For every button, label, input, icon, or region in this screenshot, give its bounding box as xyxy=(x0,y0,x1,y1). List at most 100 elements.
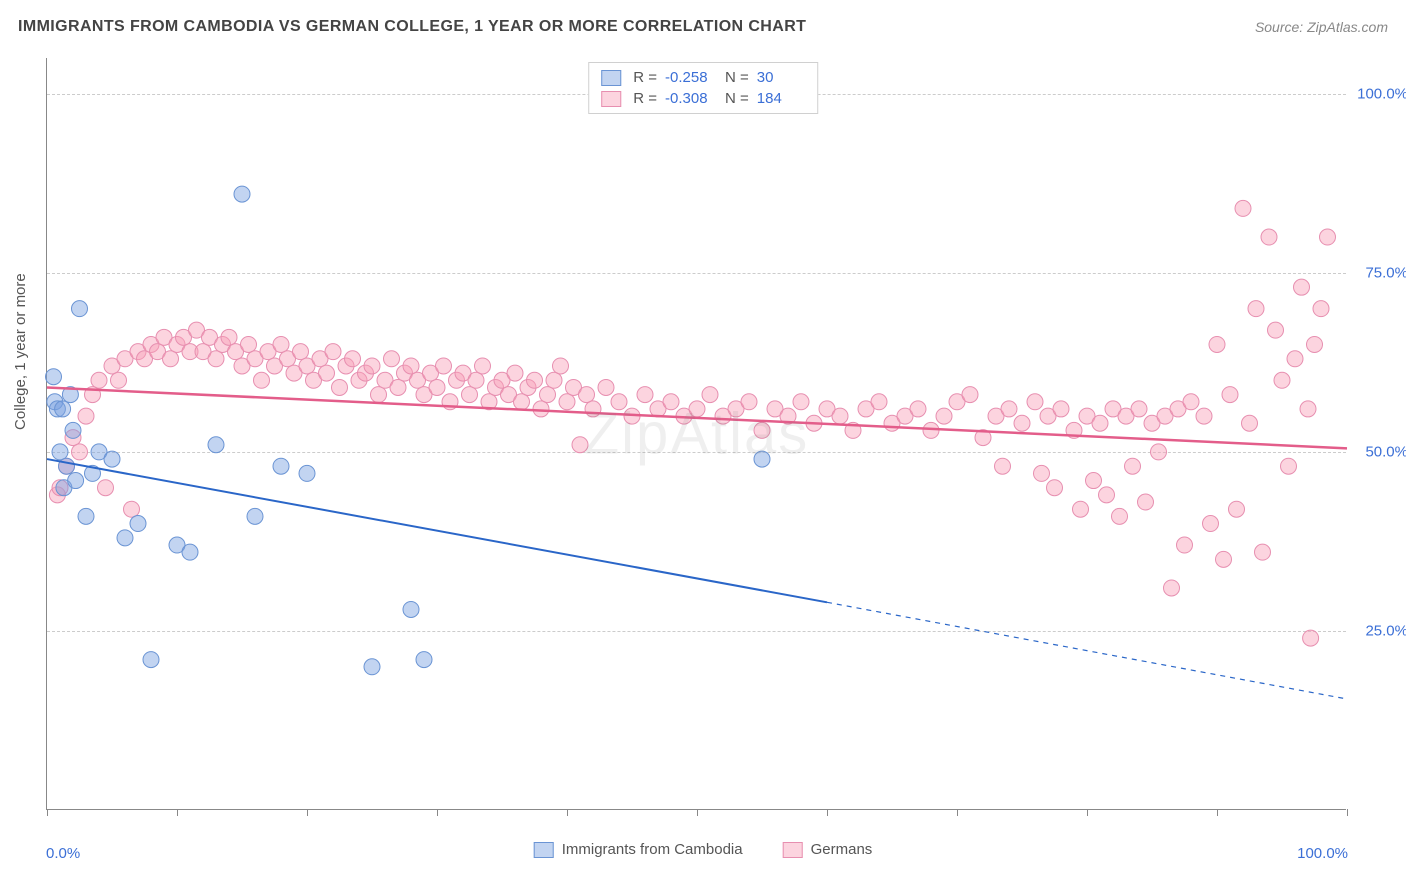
data-point xyxy=(1164,580,1180,596)
data-point xyxy=(52,444,68,460)
data-point xyxy=(559,394,575,410)
data-point xyxy=(364,659,380,675)
data-point xyxy=(611,394,627,410)
y-tick-label: 25.0% xyxy=(1352,622,1406,639)
data-point xyxy=(1320,229,1336,245)
data-point xyxy=(72,301,88,317)
swatch-germans xyxy=(783,842,803,858)
data-point xyxy=(871,394,887,410)
y-tick-label: 75.0% xyxy=(1352,264,1406,281)
data-point xyxy=(1196,408,1212,424)
cambodia-r-value: -0.258 xyxy=(665,69,713,86)
cambodia-n-value: 30 xyxy=(757,69,805,86)
data-point xyxy=(254,372,270,388)
data-point xyxy=(514,394,530,410)
data-point xyxy=(1099,487,1115,503)
data-point xyxy=(1313,301,1329,317)
swatch-cambodia xyxy=(601,70,621,86)
stats-row-germans: R = -0.308 N = 184 xyxy=(601,88,805,109)
data-point xyxy=(1203,516,1219,532)
trend-line xyxy=(827,602,1347,699)
data-point xyxy=(637,387,653,403)
data-point xyxy=(1112,508,1128,524)
chart-title: IMMIGRANTS FROM CAMBODIA VS GERMAN COLLE… xyxy=(18,18,806,36)
data-point xyxy=(1300,401,1316,417)
data-point xyxy=(1229,501,1245,517)
data-point xyxy=(429,379,445,395)
data-point xyxy=(507,365,523,381)
r-label: R = xyxy=(633,69,657,86)
bottom-legend: Immigrants from Cambodia Germans xyxy=(534,841,873,858)
data-point xyxy=(182,544,198,560)
data-point xyxy=(1053,401,1069,417)
data-point xyxy=(1242,415,1258,431)
data-point xyxy=(390,379,406,395)
data-point xyxy=(293,344,309,360)
data-point xyxy=(403,358,419,374)
r-label: R = xyxy=(633,90,657,107)
data-point xyxy=(1216,551,1232,567)
data-point xyxy=(371,387,387,403)
data-point xyxy=(702,387,718,403)
data-point xyxy=(72,444,88,460)
data-point xyxy=(1151,444,1167,460)
data-point xyxy=(98,480,114,496)
data-point xyxy=(221,329,237,345)
germans-n-value: 184 xyxy=(757,90,805,107)
data-point xyxy=(78,508,94,524)
n-label: N = xyxy=(725,90,749,107)
data-point xyxy=(1034,465,1050,481)
data-point xyxy=(663,394,679,410)
data-point xyxy=(247,508,263,524)
data-point xyxy=(143,652,159,668)
data-point xyxy=(1274,372,1290,388)
data-point xyxy=(579,387,595,403)
data-point xyxy=(962,387,978,403)
data-point xyxy=(241,336,257,352)
data-point xyxy=(273,336,289,352)
data-point xyxy=(1209,336,1225,352)
data-point xyxy=(793,394,809,410)
data-point xyxy=(325,344,341,360)
data-point xyxy=(533,401,549,417)
x-tick-label-min: 0.0% xyxy=(46,845,80,862)
source-label: Source: ZipAtlas.com xyxy=(1255,19,1388,35)
stats-row-cambodia: R = -0.258 N = 30 xyxy=(601,67,805,88)
data-point xyxy=(1073,501,1089,517)
data-point xyxy=(1177,537,1193,553)
swatch-germans xyxy=(601,91,621,107)
data-point xyxy=(910,401,926,417)
data-point xyxy=(384,351,400,367)
data-point xyxy=(754,451,770,467)
data-point xyxy=(403,601,419,617)
data-point xyxy=(527,372,543,388)
data-point xyxy=(130,516,146,532)
data-point xyxy=(468,372,484,388)
data-point xyxy=(1248,301,1264,317)
data-point xyxy=(91,372,107,388)
data-point xyxy=(111,372,127,388)
data-point xyxy=(1092,415,1108,431)
data-point xyxy=(364,358,380,374)
data-point xyxy=(68,473,84,489)
legend-item-cambodia: Immigrants from Cambodia xyxy=(534,841,743,858)
data-point xyxy=(1222,387,1238,403)
data-point xyxy=(585,401,601,417)
legend-label-cambodia: Immigrants from Cambodia xyxy=(562,841,743,858)
data-point xyxy=(163,351,179,367)
scatter-svg xyxy=(47,58,1346,809)
y-tick-label: 100.0% xyxy=(1352,85,1406,102)
chart-plot-area: 25.0%50.0%75.0%100.0% ZipAtlas xyxy=(46,58,1346,810)
n-label: N = xyxy=(725,69,749,86)
data-point xyxy=(1268,322,1284,338)
data-point xyxy=(475,358,491,374)
data-point xyxy=(208,437,224,453)
legend-label-germans: Germans xyxy=(811,841,873,858)
data-point xyxy=(936,408,952,424)
data-point xyxy=(553,358,569,374)
data-point xyxy=(1014,415,1030,431)
data-point xyxy=(1001,401,1017,417)
data-point xyxy=(1027,394,1043,410)
data-point xyxy=(273,458,289,474)
data-point xyxy=(546,372,562,388)
